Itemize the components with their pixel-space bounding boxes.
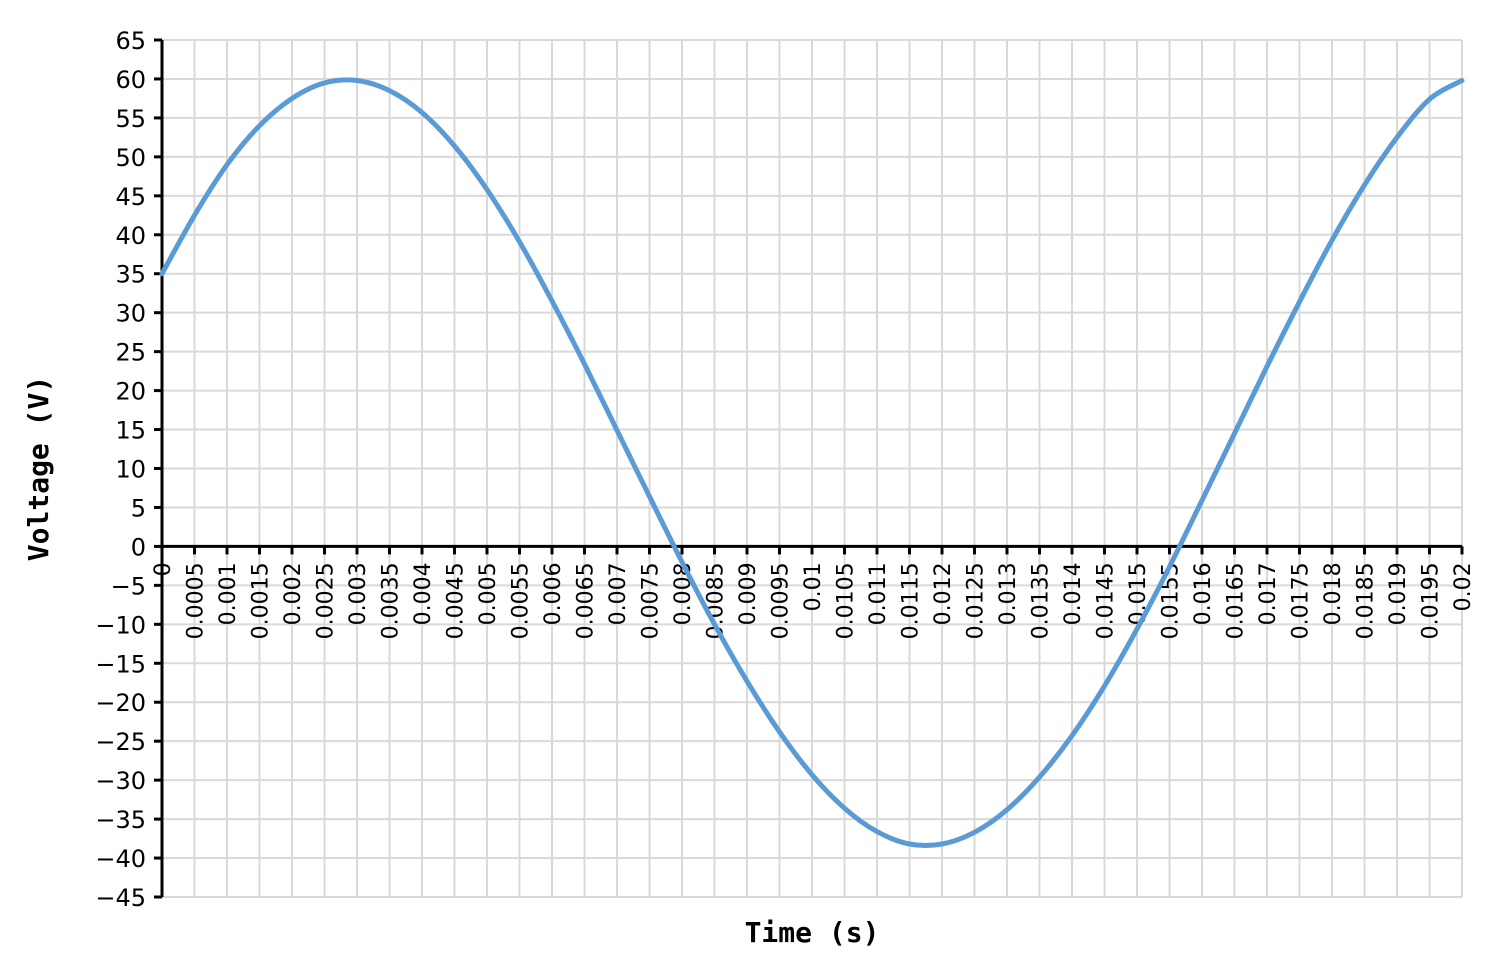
series-line <box>159 77 1465 849</box>
y-tick-label: −30 <box>95 767 146 795</box>
y-tick-label: 0 <box>131 533 146 561</box>
y-axis: 65605550454035302520151050−5−10−15−20−25… <box>95 27 164 912</box>
y-tick-label: −20 <box>95 689 146 717</box>
x-tick-label: 0.0025 <box>314 562 339 639</box>
y-tick-label: 20 <box>115 378 146 406</box>
x-tick-label: 0.011 <box>866 562 891 625</box>
x-tick-label: 0.0105 <box>834 562 859 639</box>
series-layer <box>159 77 1465 849</box>
y-tick-label: −40 <box>95 845 146 873</box>
x-tick-label: 0.0135 <box>1029 562 1054 639</box>
x-tick-label: 0.0005 <box>184 562 209 639</box>
y-tick-label: 5 <box>131 494 146 522</box>
y-tick-label: 55 <box>115 105 146 133</box>
y-axis-title: Voltage (V) <box>22 376 55 561</box>
x-tick-label: 0.0075 <box>639 562 664 639</box>
x-axis: 0 0.0005 0.001 0.0015 0.002 0.0025 0.003 0.0035… <box>151 544 1476 639</box>
y-tick-label: −5 <box>111 572 146 600</box>
y-tick-label: 10 <box>115 456 146 484</box>
y-tick-label: 35 <box>115 261 146 289</box>
x-tick-label: 0.005 <box>476 562 501 625</box>
grid-lines <box>161 39 1463 898</box>
x-tick-label: 0.012 <box>931 562 956 625</box>
y-tick-label: 25 <box>115 339 146 367</box>
x-tick-label: 0.0095 <box>769 562 794 639</box>
x-tick-label: 0.0195 <box>1419 562 1444 639</box>
x-tick-label: 0.015 <box>1126 562 1151 625</box>
x-tick-label: 0.006 <box>541 562 566 625</box>
y-tick-label: −35 <box>95 806 146 834</box>
x-tick-label: 0.014 <box>1061 562 1086 625</box>
y-tick-label: −10 <box>95 611 146 639</box>
x-tick-label: 0.007 <box>606 562 631 625</box>
x-tick-label: 0 <box>151 562 176 576</box>
x-axis-title: Time (s) <box>745 916 880 949</box>
x-tick-label: 0.008 <box>671 562 696 625</box>
x-tick-label: 0.016 <box>1191 562 1216 625</box>
y-tick-label: 30 <box>115 300 146 328</box>
y-tick-label: 65 <box>115 27 146 55</box>
x-tick-label: 0.0115 <box>899 562 924 639</box>
x-tick-label: 0.009 <box>736 562 761 625</box>
y-tick-label: 50 <box>115 144 146 172</box>
x-tick-label: 0.0165 <box>1224 562 1249 639</box>
x-tick-label: 0.0065 <box>574 562 599 639</box>
y-tick-label: 15 <box>115 417 146 445</box>
x-tick-label: 0.0175 <box>1289 562 1314 639</box>
x-tick-label: 0.002 <box>281 562 306 625</box>
x-tick-label: 0.0125 <box>964 562 989 639</box>
y-tick-label: −15 <box>95 650 146 678</box>
x-tick-label: 0.003 <box>346 562 371 625</box>
x-tick-label: 0.0155 <box>1159 562 1184 639</box>
y-tick-label: −45 <box>95 884 146 912</box>
x-tick-label: 0.017 <box>1256 562 1281 625</box>
x-tick-label: 0.0145 <box>1094 562 1119 639</box>
x-tick-label: 0.02 <box>1451 562 1476 611</box>
y-tick-label: 60 <box>115 66 146 94</box>
x-tick-label: 0.019 <box>1386 562 1411 625</box>
x-tick-label: 0.004 <box>411 562 436 625</box>
x-tick-label: 0.0055 <box>509 562 534 639</box>
x-tick-label: 0.0185 <box>1354 562 1379 639</box>
x-tick-label: 0.018 <box>1321 562 1346 625</box>
x-tick-label: 0.0045 <box>444 562 469 639</box>
x-tick-label: 0.013 <box>996 562 1021 625</box>
y-tick-label: −25 <box>95 728 146 756</box>
x-tick-label: 0.01 <box>801 562 826 611</box>
y-tick-label: 40 <box>115 222 146 250</box>
x-tick-label: 0.0015 <box>249 562 274 639</box>
x-tick-label: 0.001 <box>216 562 241 625</box>
x-tick-label: 0.0035 <box>379 562 404 639</box>
y-tick-label: 45 <box>115 183 146 211</box>
